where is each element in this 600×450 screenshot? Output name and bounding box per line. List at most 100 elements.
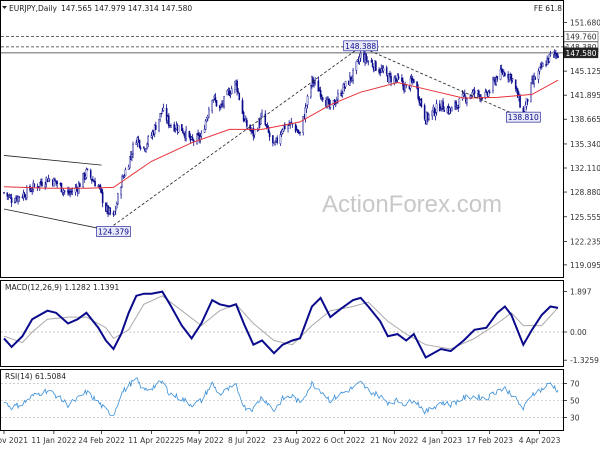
candle-body — [548, 54, 551, 62]
candle-body — [261, 112, 263, 117]
price-tick-label: 122.235 — [570, 238, 600, 247]
candle-body — [530, 82, 532, 103]
candle-body — [420, 98, 423, 107]
rsi-tick-label: 30 — [570, 413, 580, 422]
candle-body — [38, 182, 41, 187]
candle-body — [230, 88, 233, 94]
candle-body — [314, 80, 316, 83]
candle-body — [352, 70, 354, 81]
candle-body — [435, 103, 438, 113]
candle-body — [158, 118, 160, 131]
candle-body — [135, 142, 138, 145]
candle-body — [208, 109, 210, 118]
candle-body — [214, 97, 217, 101]
candle-body — [79, 183, 81, 188]
price-tick-label: 138.665 — [570, 115, 600, 124]
candle-body — [442, 101, 444, 110]
candle-body — [33, 184, 36, 187]
rsi-line — [3, 377, 559, 416]
price-tick-label: 125.555 — [570, 213, 600, 222]
macd-signal-line — [3, 295, 559, 350]
x-tick-label: 26 Nov 2021 — [0, 436, 28, 445]
candle-body — [170, 125, 172, 128]
candle-body — [416, 81, 418, 89]
candle-body — [538, 67, 541, 72]
candle-body — [310, 85, 312, 98]
candle-body — [537, 70, 540, 80]
level-label-box — [563, 31, 599, 42]
candle-body — [6, 192, 9, 197]
macd-line — [3, 290, 559, 359]
candle-body — [177, 125, 180, 133]
candle-body — [433, 107, 436, 116]
candle-body — [150, 135, 153, 138]
candle-body — [91, 178, 93, 181]
candle-body — [191, 137, 194, 140]
candle-body — [29, 185, 31, 191]
candle-body — [132, 143, 134, 155]
candle-body — [458, 98, 461, 108]
candle-body — [334, 103, 337, 105]
candle-body — [3, 192, 5, 194]
candle-body — [99, 185, 102, 189]
candle-body — [306, 95, 309, 105]
candle-body — [484, 91, 487, 99]
candle-body — [8, 195, 11, 197]
candle-body — [54, 179, 56, 181]
candle-body — [113, 211, 116, 216]
candle-body — [542, 63, 544, 67]
candle-body — [242, 112, 245, 121]
candle-body — [167, 115, 170, 126]
candle-body — [342, 84, 345, 94]
annotation-box — [343, 40, 378, 52]
candle-body — [375, 61, 377, 71]
candle-body — [431, 110, 434, 117]
candle-body — [127, 166, 130, 170]
candle-body — [328, 99, 331, 108]
candle-body — [382, 68, 385, 72]
candle-body — [267, 127, 270, 133]
candle-body — [389, 72, 391, 76]
candle-body — [100, 188, 103, 193]
candle-body — [428, 114, 430, 120]
candle-body — [333, 99, 336, 105]
collapse-arrow-icon[interactable] — [2, 6, 7, 9]
candle-body — [404, 84, 406, 92]
candle-body — [525, 97, 528, 107]
candle-body — [249, 124, 251, 131]
candle-body — [120, 187, 122, 195]
candle-body — [313, 82, 315, 84]
candle-body — [272, 135, 274, 143]
candle-body — [388, 73, 390, 83]
candle-body — [203, 129, 206, 133]
candle-body — [182, 130, 184, 134]
annotation-label: 138.810 — [508, 113, 539, 122]
x-tick-label: 24 Feb 2022 — [78, 436, 125, 445]
candle-body — [44, 184, 46, 188]
candle-body — [473, 90, 476, 94]
candle-body — [510, 74, 513, 82]
rsi-panel-frame — [0, 369, 564, 431]
price-tick-label: 128.880 — [570, 188, 600, 197]
candle-body — [268, 132, 271, 137]
candle-body — [508, 74, 511, 80]
candle-body — [450, 107, 453, 112]
candle-body — [139, 147, 142, 149]
candle-body — [495, 77, 498, 85]
candle-body — [349, 75, 351, 86]
x-tick-label: 25 May 2022 — [175, 436, 224, 445]
candle-body — [147, 136, 149, 145]
candle-body — [10, 197, 13, 203]
candle-body — [85, 168, 88, 178]
candle-body — [519, 95, 521, 108]
candle-body — [370, 60, 373, 63]
candle-body — [556, 53, 558, 57]
candle-body — [499, 69, 502, 80]
candle-body — [143, 146, 145, 148]
candle-body — [470, 96, 473, 98]
candle-body — [443, 110, 445, 112]
candle-body — [68, 190, 70, 195]
candle-body — [234, 81, 236, 90]
x-tick-label: 4 Apr 2023 — [519, 436, 561, 445]
candle-body — [212, 99, 215, 101]
